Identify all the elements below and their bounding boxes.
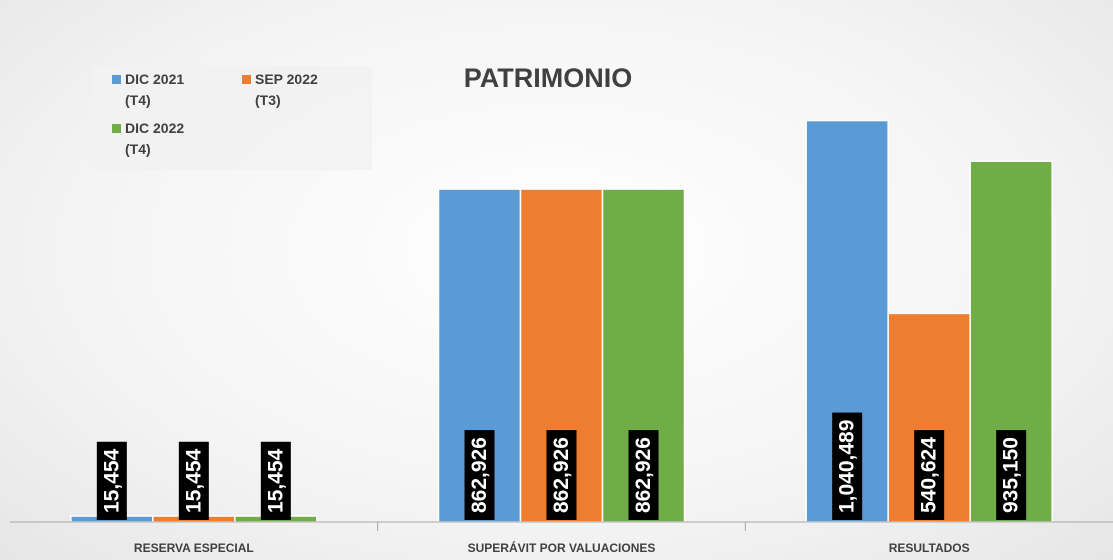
data-label-background	[914, 430, 945, 520]
legend-entry: SEP 2022 (T3)	[242, 69, 372, 111]
legend-label: DIC 2021 (T4)	[125, 71, 185, 108]
chart-title: PATRIMONIO	[464, 63, 633, 93]
data-label: 862,926	[464, 430, 495, 520]
data-label-text: 15,454	[182, 448, 205, 513]
data-label: 15,454	[178, 441, 209, 520]
x-tick-label: RESULTADOS	[889, 541, 970, 555]
data-label-background	[546, 430, 577, 520]
data-label-text: 862,926	[468, 437, 491, 513]
data-label-background	[464, 430, 495, 520]
legend-swatch	[112, 124, 121, 133]
legend-entry: DIC 2021 (T4)	[112, 69, 242, 111]
data-label: 935,150	[996, 430, 1027, 520]
data-label: 540,624	[914, 430, 945, 520]
data-label-background	[96, 441, 127, 520]
legend: DIC 2021 (T4) SEP 2022 (T3) DIC 2022 (T4)	[92, 66, 372, 170]
legend-swatch	[242, 75, 251, 84]
data-label-text: 540,624	[918, 437, 941, 513]
data-label: 15,454	[96, 441, 127, 520]
x-tick-label: RESERVA ESPECIAL	[134, 541, 254, 555]
data-label-text: 15,454	[264, 448, 287, 513]
data-label-background	[832, 412, 863, 520]
data-label: 862,926	[628, 430, 659, 520]
legend-swatch	[112, 75, 121, 84]
data-label-text: 935,150	[1000, 437, 1023, 513]
data-label-text: 1,040,489	[836, 420, 859, 513]
data-label-background	[260, 441, 291, 520]
data-label-text: 15,454	[100, 448, 123, 513]
data-label: 15,454	[260, 441, 291, 520]
data-label: 1,040,489	[832, 412, 863, 520]
data-label-text: 862,926	[550, 437, 573, 513]
x-tick-label: SUPERÁVIT POR VALUACIONES	[468, 540, 656, 555]
data-label-background	[178, 441, 209, 520]
legend-entry: DIC 2022 (T4)	[112, 118, 242, 160]
legend-label: DIC 2022 (T4)	[125, 120, 185, 157]
data-label: 862,926	[546, 430, 577, 520]
data-label-background	[628, 430, 659, 520]
data-label-text: 862,926	[632, 437, 655, 513]
data-label-background	[996, 430, 1027, 520]
legend-label: SEP 2022 (T3)	[255, 71, 318, 108]
